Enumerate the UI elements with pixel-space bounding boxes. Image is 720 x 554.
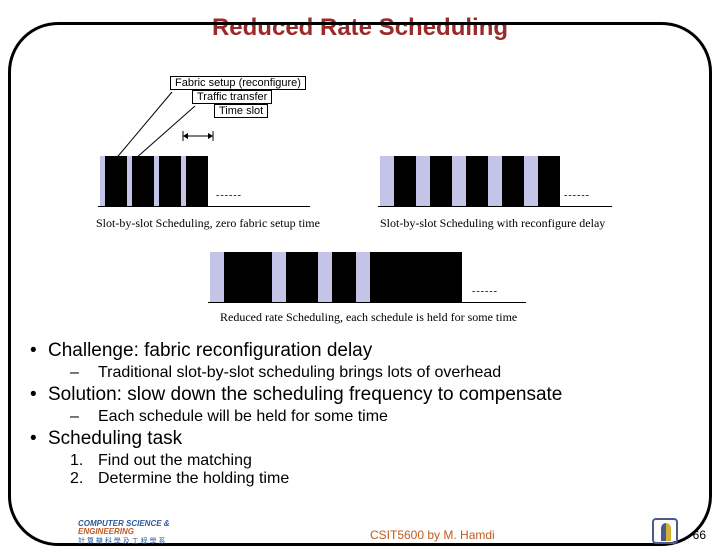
bullet-challenge-text: Challenge: fabric reconfiguration delay (48, 340, 372, 361)
bullet-task: •Scheduling task (30, 428, 562, 450)
bullet-task-text: Scheduling task (48, 428, 182, 449)
label-traffic: Traffic transfer (192, 90, 272, 104)
logo-left-line2: ENGINEERING (78, 527, 134, 536)
logo-left: COMPUTER SCIENCE & ENGINEERING 計 算 機 科 學… (78, 520, 170, 546)
bullet-task-1-text: Find out the matching (98, 452, 252, 469)
baseline-left (98, 206, 310, 207)
label-timeslot: Time slot (214, 104, 268, 118)
bullet-solution-sub-text: Each schedule will be held for some time (98, 408, 388, 425)
dots-right: ------ (564, 190, 590, 201)
caption-bottom: Reduced rate Scheduling, each schedule i… (220, 310, 517, 325)
caption-right: Slot-by-slot Scheduling with reconfigure… (380, 216, 605, 231)
dots-left: ------ (216, 190, 242, 201)
diagram-left (100, 156, 208, 206)
bullets-section: •Challenge: fabric reconfiguration delay… (30, 340, 562, 488)
bullet-solution-text: Solution: slow down the scheduling frequ… (48, 384, 562, 405)
bullet-solution-sub: –Each schedule will be held for some tim… (70, 408, 562, 426)
diagram-right (380, 156, 560, 206)
bullet-challenge-sub-text: Traditional slot-by-slot scheduling brin… (98, 364, 501, 381)
bullet-challenge-sub: –Traditional slot-by-slot scheduling bri… (70, 364, 562, 382)
diagram-bottom (210, 252, 462, 302)
diagram-labels: Fabric setup (reconfigure) Traffic trans… (170, 76, 306, 118)
bullet-task-1: 1.Find out the matching (70, 452, 562, 470)
dots-bottom: ------ (472, 286, 498, 297)
baseline-right (378, 206, 612, 207)
caption-left: Slot-by-slot Scheduling, zero fabric set… (96, 216, 320, 231)
baseline-bottom (208, 302, 526, 303)
bullet-task-2: 2.Determine the holding time (70, 470, 562, 488)
bullet-solution: •Solution: slow down the scheduling freq… (30, 384, 562, 406)
logo-left-line1: COMPUTER SCIENCE & (78, 519, 170, 528)
bullet-challenge: •Challenge: fabric reconfiguration delay (30, 340, 562, 362)
logo-right-icon (652, 518, 678, 544)
bullet-task-2-text: Determine the holding time (98, 470, 289, 487)
label-fabric: Fabric setup (reconfigure) (170, 76, 306, 90)
